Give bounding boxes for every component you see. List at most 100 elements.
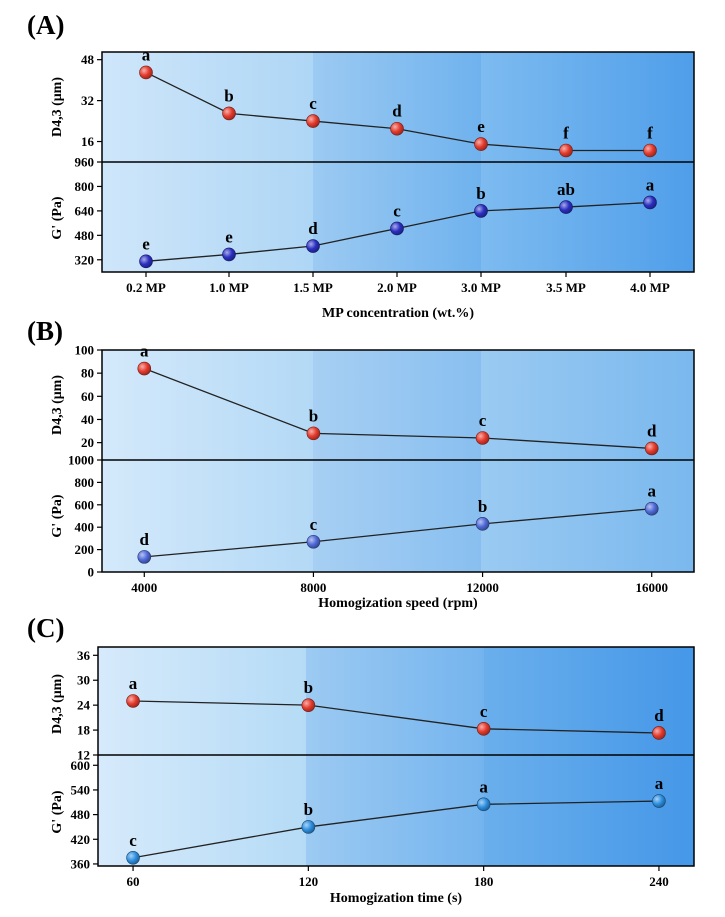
data-point (390, 121, 404, 136)
y-tick-label: 400 (75, 520, 95, 535)
y-tick-label: 480 (75, 228, 95, 243)
x-tick-label: 16000 (635, 580, 668, 595)
significance-letter: a (140, 342, 149, 361)
significance-letter: d (308, 219, 318, 238)
panel-b-bottom-ylabel: G' (Pa) (50, 494, 65, 537)
x-tick-label: 240 (649, 874, 669, 889)
significance-letter: d (140, 530, 150, 549)
panel-b: (B) D4,3 (μm) G' (Pa) Homogization speed… (27, 316, 478, 611)
significance-letter: b (304, 678, 313, 697)
panel-a-label: (A) (27, 10, 64, 40)
data-point (644, 501, 659, 516)
data-point (474, 204, 488, 218)
background-band (313, 350, 481, 572)
panel-a-top-ylabel: D4,3 (μm) (50, 77, 65, 137)
y-tick-label: 20 (81, 435, 94, 450)
significance-letter: e (477, 117, 485, 136)
significance-letter: c (479, 411, 487, 430)
data-point (306, 239, 320, 253)
plot-frame (101, 349, 695, 573)
x-tick-label: 180 (474, 874, 494, 889)
y-tick-label: 48 (81, 52, 95, 67)
significance-letter: a (655, 774, 664, 793)
y-tick-label: 600 (75, 497, 95, 512)
x-tick-label: 8000 (300, 580, 326, 595)
panel-c-bottom-ylabel: G' (Pa) (50, 790, 65, 833)
data-point (306, 534, 321, 549)
panel-c: (C) D4,3 (μm) G' (Pa) Homogization time … (27, 613, 462, 906)
significance-letter: a (142, 45, 151, 64)
y-tick-label: 100 (75, 343, 95, 358)
series-line (133, 700, 659, 734)
data-point (643, 195, 657, 210)
panel-1-plot: 20 40 60 80 100 a b c d 0 200 400 600 800 1000 d c b a 4000… (68, 342, 695, 595)
significance-letter: b (304, 800, 313, 819)
significance-letter: c (393, 201, 401, 220)
series-line (144, 367, 652, 450)
series-line (144, 508, 652, 558)
y-tick-label: 18 (77, 723, 91, 738)
data-point (476, 797, 491, 812)
y-tick-label: 16 (81, 134, 95, 149)
data-point (126, 694, 140, 708)
y-tick-label: 420 (71, 832, 91, 847)
data-point (139, 65, 153, 80)
panel-c-xlabel: Homogization time (s) (330, 891, 463, 906)
x-tick-label: 2.0 MP (377, 280, 417, 295)
x-tick-label: 1.5 MP (293, 280, 333, 295)
significance-letter: a (647, 482, 656, 501)
data-point (222, 247, 236, 262)
significance-letter: a (129, 674, 138, 693)
y-tick-label: 80 (81, 366, 94, 381)
y-tick-label: 36 (77, 648, 91, 663)
data-point (301, 698, 316, 712)
y-tick-label: 12 (77, 748, 90, 763)
data-point (126, 850, 140, 865)
significance-letter: f (563, 123, 569, 142)
background-band (481, 350, 694, 572)
panel-c-top-ylabel: D4,3 (μm) (50, 674, 65, 734)
y-tick-label: 0 (88, 565, 95, 580)
y-tick-label: 200 (75, 542, 95, 557)
data-point (476, 722, 491, 736)
significance-letter: b (224, 86, 233, 105)
y-tick-label: 800 (75, 475, 95, 490)
significance-letter: e (225, 227, 233, 246)
significance-letter: c (309, 94, 317, 113)
significance-letter: d (654, 706, 664, 725)
series-line (132, 800, 659, 859)
background-band (98, 647, 306, 866)
x-tick-label: 60 (127, 874, 140, 889)
data-point (559, 200, 573, 214)
significance-letter: ab (557, 180, 575, 199)
data-point (474, 137, 488, 151)
panel-c-label: (C) (27, 613, 64, 643)
data-point (306, 426, 321, 441)
plot-frame (97, 646, 695, 867)
x-tick-label: 0.2 MP (126, 280, 166, 295)
x-tick-label: 3.0 MP (461, 280, 501, 295)
y-tick-label: 360 (71, 856, 91, 871)
data-point (643, 143, 657, 158)
background-band (484, 647, 694, 866)
y-tick-label: 480 (71, 807, 91, 822)
data-point (301, 820, 316, 834)
data-point (306, 114, 320, 128)
y-tick-label: 640 (75, 203, 95, 218)
y-tick-label: 24 (77, 698, 91, 713)
panel-b-xlabel: Homogization speed (rpm) (318, 596, 478, 611)
significance-letter: f (647, 123, 653, 142)
x-tick-label: 4.0 MP (630, 280, 670, 295)
data-point (475, 431, 490, 445)
background-band (102, 350, 313, 572)
y-tick-label: 40 (81, 412, 94, 427)
data-point (137, 361, 152, 376)
data-point (644, 441, 659, 456)
data-point (652, 794, 666, 808)
significance-letter: b (476, 184, 485, 203)
significance-letter: d (392, 102, 402, 121)
y-tick-label: 60 (81, 389, 94, 404)
significance-letter: a (646, 175, 655, 194)
y-tick-label: 540 (71, 782, 91, 797)
y-tick-label: 600 (71, 758, 91, 773)
